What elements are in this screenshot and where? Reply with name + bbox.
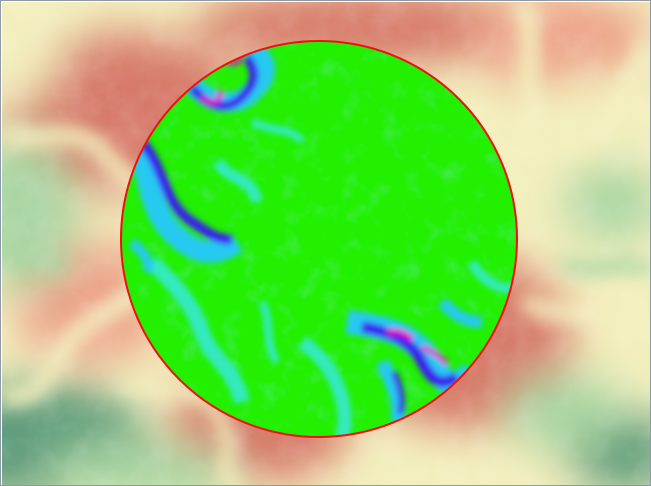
- slope-analysis-layer: [121, 41, 517, 437]
- analysis-window-circle[interactable]: [120, 40, 518, 438]
